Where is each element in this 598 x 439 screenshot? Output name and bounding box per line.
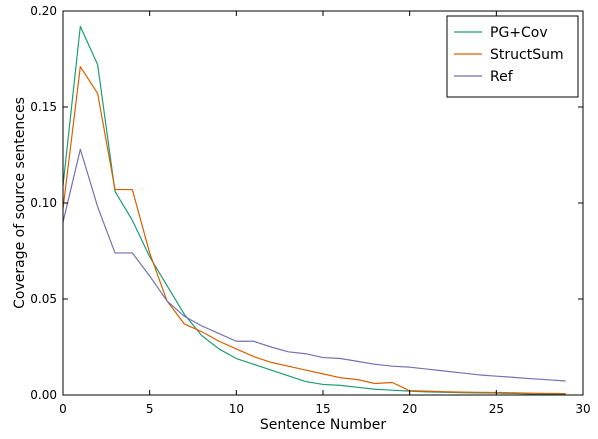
axis-ticks: 0 5 10 15 20 25 30 0.00 0.05 0.10 0.15 0.20	[30, 4, 590, 416]
x-tick-label: 25	[489, 402, 504, 416]
y-tick-label: 0.20	[30, 4, 57, 18]
y-tick-label: 0.00	[30, 388, 57, 402]
y-tick-label: 0.15	[30, 100, 57, 114]
y-tick-label: 0.05	[30, 292, 57, 306]
series-line-ref	[62, 148, 566, 382]
y-tick-label: 0.10	[30, 196, 57, 210]
legend-label: Ref	[490, 69, 514, 85]
x-axis-label: Sentence Number	[260, 417, 387, 433]
series-layer	[62, 25, 566, 395]
x-tick-label: 10	[229, 402, 244, 416]
x-tick-label: 20	[402, 402, 417, 416]
y-axis-label: Coverage of source sentences	[12, 97, 28, 309]
legend-label: StructSum	[490, 47, 564, 63]
x-tick-label: 0	[59, 402, 67, 416]
x-tick-label: 30	[575, 402, 590, 416]
series-line-structsum	[62, 66, 566, 395]
x-tick-label: 5	[146, 402, 154, 416]
legend: PG+Cov StructSum Ref	[446, 15, 579, 98]
legend-label: PG+Cov	[490, 25, 548, 41]
legend-box	[446, 15, 579, 98]
legend-items: PG+Cov StructSum Ref	[454, 25, 564, 85]
x-tick-label: 15	[315, 402, 330, 416]
